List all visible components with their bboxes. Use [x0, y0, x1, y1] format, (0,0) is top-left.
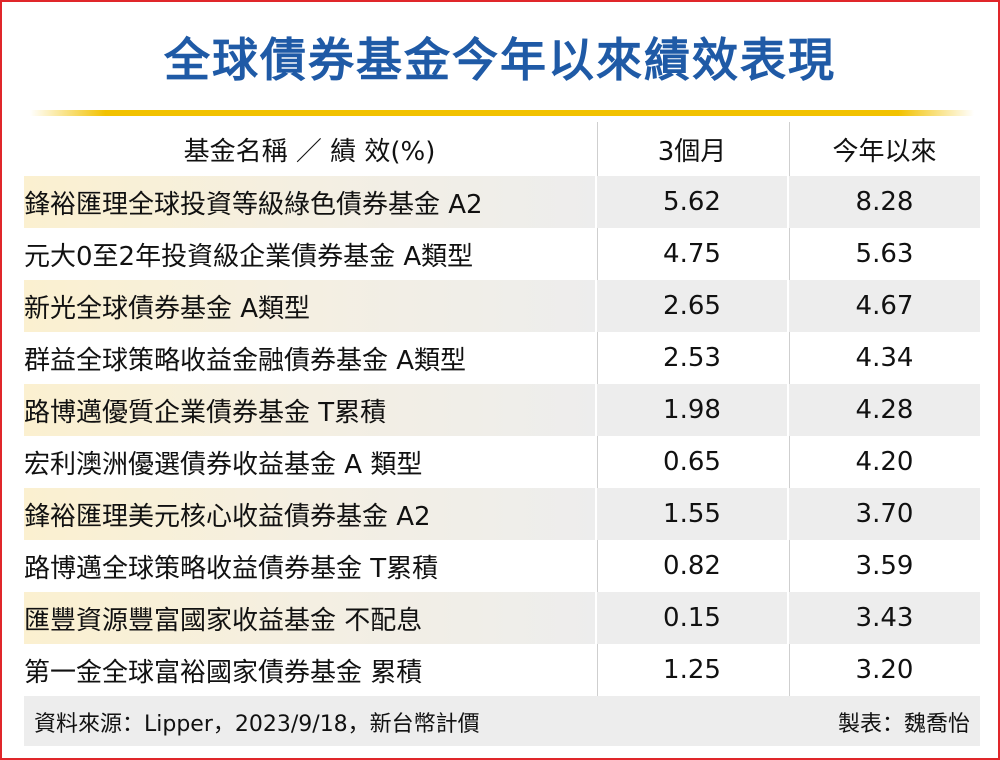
fund-performance-table: 基金名稱 ／ 績 效(%) 3個月 今年以來 鋒裕匯理全球投資等級綠色債券基金 …	[24, 122, 980, 696]
table-row: 第一金全球富裕國家債券基金 累積 1.25 3.20	[24, 644, 980, 696]
table-row: 鋒裕匯理美元核心收益債券基金 A2 1.55 3.70	[24, 488, 980, 540]
fund-name-cell: 元大0至2年投資級企業債券基金 A類型	[24, 241, 474, 272]
header-fund-name: 基金名稱 ／ 績 效(%)	[183, 136, 436, 167]
fund-name-cell: 群益全球策略收益金融債券基金 A類型	[24, 345, 467, 376]
chart-title: 全球債券基金今年以來績效表現	[164, 33, 836, 87]
table-row: 匯豐資源豐富國家收益基金 不配息 0.15 3.43	[24, 592, 980, 644]
table-header-row: 基金名稱 ／ 績 效(%) 3個月 今年以來	[24, 122, 980, 176]
return-3-month-cell: 1.25	[595, 644, 789, 696]
return-3-month-cell: 1.98	[595, 384, 789, 436]
table-row: 宏利澳洲優選債券收益基金 A 類型 0.65 4.20	[24, 436, 980, 488]
return-3-month-cell: 0.82	[595, 540, 789, 592]
header-ytd: 今年以來	[832, 136, 937, 167]
return-ytd-cell: 8.28	[788, 176, 980, 228]
header-3-month: 3個月	[595, 122, 789, 176]
return-ytd-cell: 4.34	[855, 343, 914, 373]
fund-name-cell: 宏利澳洲優選債券收益基金 A 類型	[24, 449, 423, 480]
table-footer: 資料來源：Lipper，2023/9/18，新台幣計價 製表：魏喬怡	[24, 696, 980, 746]
return-3-month-cell: 2.53	[595, 332, 789, 384]
return-ytd-cell: 3.70	[788, 488, 980, 540]
fund-name-cell: 路博邁優質企業債券基金 T累積	[24, 384, 596, 436]
table-row: 鋒裕匯理全球投資等級綠色債券基金 A2 5.62 8.28	[24, 176, 980, 228]
return-ytd-cell: 3.20	[855, 655, 914, 685]
table-row: 新光全球債券基金 A類型 2.65 4.67	[24, 280, 980, 332]
data-source-note: 資料來源：Lipper，2023/9/18，新台幣計價	[34, 712, 480, 737]
title-underline	[30, 110, 974, 116]
table-row: 元大0至2年投資級企業債券基金 A類型 4.75 5.63	[24, 228, 980, 280]
fund-name-cell: 路博邁全球策略收益債券基金 T累積	[24, 553, 439, 584]
table-credit: 製表：魏喬怡	[837, 712, 970, 737]
fund-name-cell: 新光全球債券基金 A類型	[24, 280, 596, 332]
fund-name-cell: 鋒裕匯理美元核心收益債券基金 A2	[24, 488, 596, 540]
return-ytd-cell: 4.20	[855, 447, 914, 477]
return-3-month-cell: 2.65	[595, 280, 789, 332]
return-ytd-cell: 3.59	[855, 551, 914, 581]
fund-name-cell: 鋒裕匯理全球投資等級綠色債券基金 A2	[24, 176, 596, 228]
return-ytd-cell: 5.63	[855, 239, 914, 269]
return-ytd-cell: 4.28	[788, 384, 980, 436]
return-3-month-cell: 5.62	[595, 176, 789, 228]
table-row: 群益全球策略收益金融債券基金 A類型 2.53 4.34	[24, 332, 980, 384]
return-3-month-cell: 1.55	[595, 488, 789, 540]
return-3-month-cell: 4.75	[595, 228, 789, 280]
return-ytd-cell: 4.67	[788, 280, 980, 332]
table-row: 路博邁全球策略收益債券基金 T累積 0.82 3.59	[24, 540, 980, 592]
fund-name-cell: 第一金全球富裕國家債券基金 累積	[24, 657, 423, 688]
fund-name-cell: 匯豐資源豐富國家收益基金 不配息	[24, 592, 596, 644]
table-row: 路博邁優質企業債券基金 T累積 1.98 4.28	[24, 384, 980, 436]
return-3-month-cell: 0.65	[595, 436, 789, 488]
return-3-month-cell: 0.15	[595, 592, 789, 644]
return-ytd-cell: 3.43	[788, 592, 980, 644]
